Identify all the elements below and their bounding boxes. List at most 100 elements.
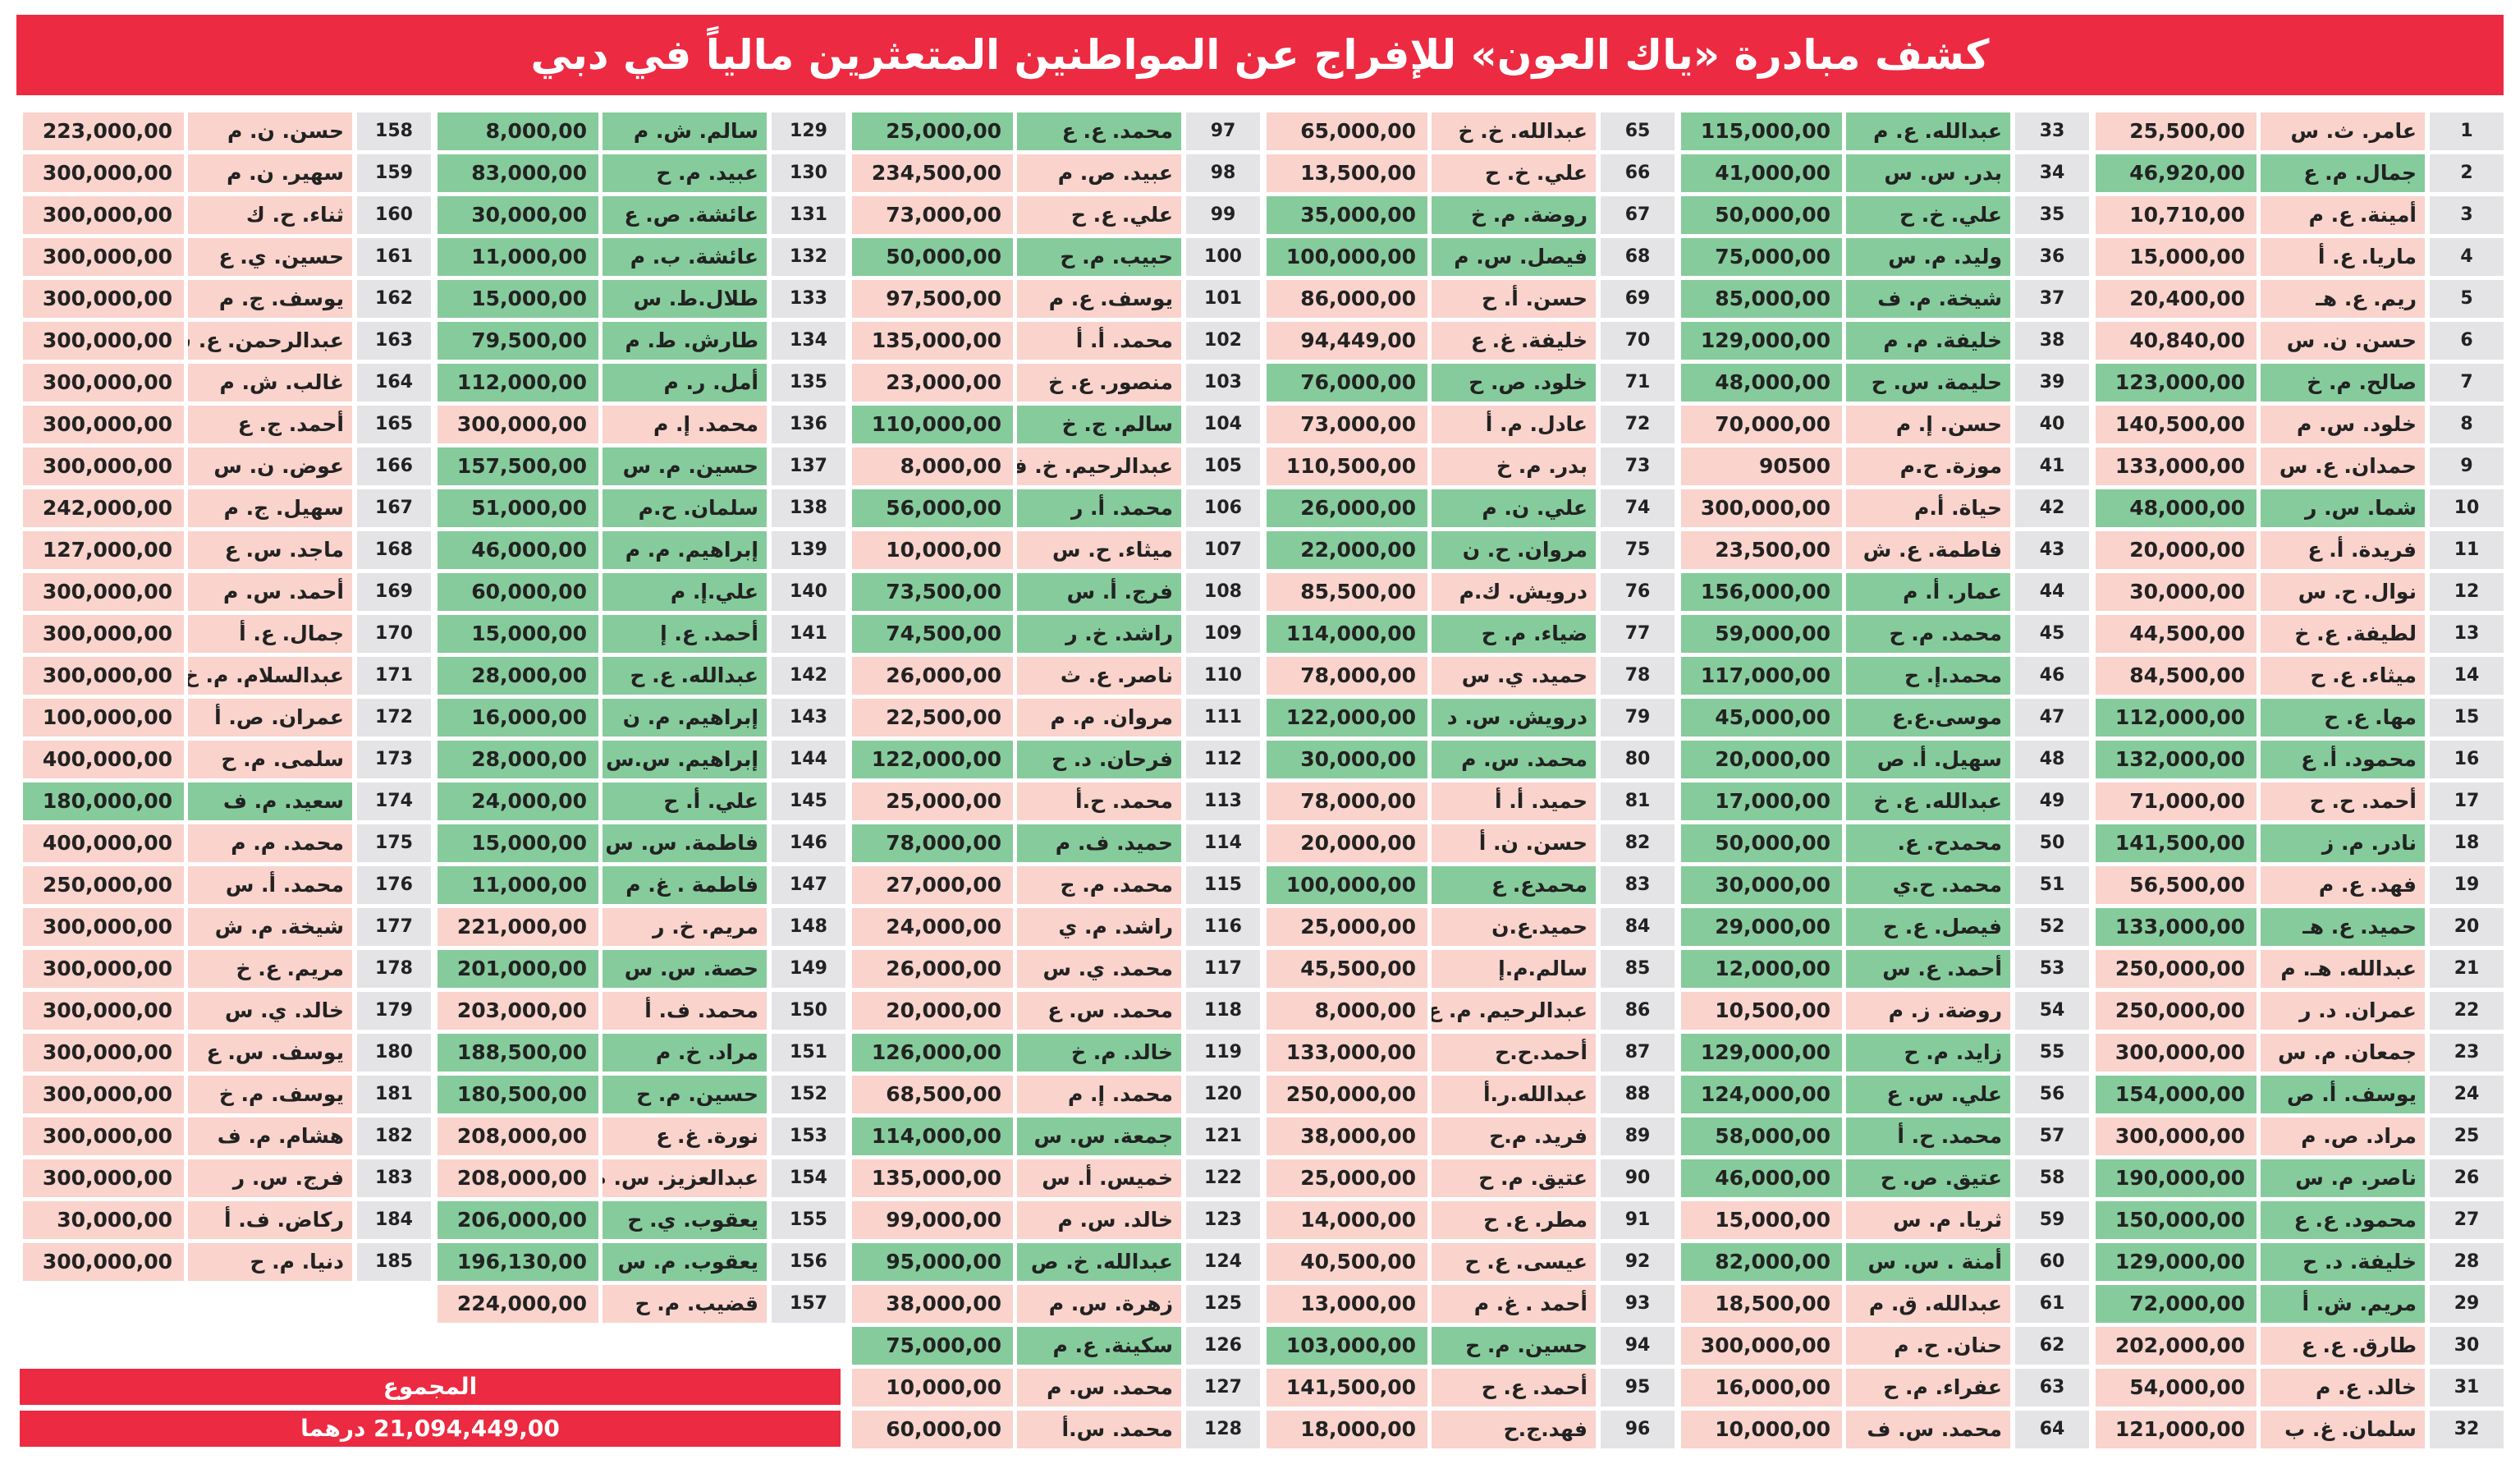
row-name: ثريا. م. س bbox=[1846, 1201, 2010, 1239]
row-number: 49 bbox=[2015, 782, 2089, 820]
row-name: حياة. أ.م bbox=[1846, 489, 2010, 527]
row-amount: 300,000,00 bbox=[23, 657, 184, 695]
row-name: فريدة. أ. ع bbox=[2261, 531, 2425, 569]
row-name: عمران. ص. أ bbox=[188, 699, 352, 737]
row-number: 183 bbox=[357, 1159, 431, 1197]
row-number: 2 bbox=[2430, 154, 2504, 192]
row-amount: 135,000,00 bbox=[852, 322, 1013, 360]
row-amount: 300,000,00 bbox=[438, 406, 598, 443]
row-number: 101 bbox=[1186, 280, 1260, 318]
row-number: 86 bbox=[1601, 992, 1675, 1030]
row-amount: 50,000,00 bbox=[1681, 824, 1842, 862]
row-number: 112 bbox=[1186, 741, 1260, 778]
row-amount: 76,000,00 bbox=[1267, 364, 1427, 402]
row-number: 78 bbox=[1601, 657, 1675, 695]
row-number: 135 bbox=[772, 364, 845, 402]
row-name: أحمد . غ. م bbox=[1432, 1285, 1596, 1323]
row-name: محمد. أ. س bbox=[188, 866, 352, 904]
row-amount: 15,000,00 bbox=[1681, 1201, 1842, 1239]
row-name: مريم. خ. ر bbox=[603, 908, 767, 946]
row-name: علي. أ. ح bbox=[603, 782, 767, 820]
row-name: جمعان. م. س bbox=[2261, 1034, 2425, 1072]
row-amount: 300,000,00 bbox=[23, 615, 184, 653]
row-name: عبدالسلام. م. خ bbox=[188, 657, 352, 695]
row-amount: 300,000,00 bbox=[23, 447, 184, 485]
row-number: 153 bbox=[772, 1118, 845, 1155]
row-amount: 103,000,00 bbox=[1267, 1327, 1427, 1365]
row-amount: 300,000,00 bbox=[1681, 1327, 1842, 1365]
row-number: 111 bbox=[1186, 699, 1260, 737]
row-amount: 73,000,00 bbox=[1267, 406, 1427, 443]
row-amount: 26,000,00 bbox=[852, 657, 1013, 695]
row-amount: 30,000,00 bbox=[2096, 573, 2257, 611]
row-name: غالب. ش. م bbox=[188, 364, 352, 402]
row-number: 159 bbox=[357, 154, 431, 192]
row-name: علي. ن. م bbox=[1432, 489, 1596, 527]
row-name: فهد.ج.ح bbox=[1432, 1411, 1596, 1448]
row-number: 150 bbox=[772, 992, 845, 1030]
row-name: ناصر. م. س bbox=[2261, 1159, 2425, 1197]
row-amount: 85,500,00 bbox=[1267, 573, 1427, 611]
row-amount: 45,000,00 bbox=[1681, 699, 1842, 737]
row-amount: 28,000,00 bbox=[438, 741, 598, 778]
row-amount: 100,000,00 bbox=[23, 699, 184, 737]
row-number: 140 bbox=[772, 573, 845, 611]
row-number: 149 bbox=[772, 950, 845, 988]
row-name: سلمان. ح.م bbox=[603, 489, 767, 527]
row-name: مطر. ع. ح bbox=[1432, 1201, 1596, 1239]
row-number: 130 bbox=[772, 154, 845, 192]
row-name: يوسف. ج. م bbox=[188, 280, 352, 318]
row-name: شيخة. م. ف bbox=[1846, 280, 2010, 318]
row-number: 143 bbox=[772, 699, 845, 737]
row-number: 179 bbox=[357, 992, 431, 1030]
row-amount: 15,000,00 bbox=[438, 824, 598, 862]
row-number: 17 bbox=[2430, 782, 2504, 820]
row-amount: 46,920,00 bbox=[2096, 154, 2257, 192]
row-name: حمدان. ع. س bbox=[2261, 447, 2425, 485]
row-amount: 300,000,00 bbox=[23, 322, 184, 360]
row-number: 161 bbox=[357, 238, 431, 276]
row-number: 52 bbox=[2015, 908, 2089, 946]
row-number: 116 bbox=[1186, 908, 1260, 946]
row-amount: 188,500,00 bbox=[438, 1034, 598, 1072]
row-name: خليفة. د. ح bbox=[2261, 1243, 2425, 1281]
row-name: نورة. غ. ع bbox=[603, 1118, 767, 1155]
row-amount: 300,000,00 bbox=[23, 908, 184, 946]
row-name: حسن. ن. أ bbox=[1432, 824, 1596, 862]
row-number: 23 bbox=[2430, 1034, 2504, 1072]
row-number: 63 bbox=[2015, 1369, 2089, 1407]
row-amount: 300,000,00 bbox=[23, 364, 184, 402]
row-amount: 203,000,00 bbox=[438, 992, 598, 1030]
row-number: 124 bbox=[1186, 1243, 1260, 1281]
row-name: فريد. م.ح bbox=[1432, 1118, 1596, 1155]
title-bar: كشف مبادرة «ياك العون» للإفراج عن المواط… bbox=[16, 15, 2504, 95]
row-number: 182 bbox=[357, 1118, 431, 1155]
row-name: أمنة . س. س bbox=[1846, 1243, 2010, 1281]
row-name: محمود. ع. ع bbox=[2261, 1201, 2425, 1239]
row-amount: 56,000,00 bbox=[852, 489, 1013, 527]
row-number: 147 bbox=[772, 866, 845, 904]
row-number: 123 bbox=[1186, 1201, 1260, 1239]
row-name: أحمد. س. م bbox=[188, 573, 352, 611]
row-amount: 35,000,00 bbox=[1267, 196, 1427, 234]
row-name: محمود. أ. ع bbox=[2261, 741, 2425, 778]
row-name: حميد. ي. س bbox=[1432, 657, 1596, 695]
row-number: 108 bbox=[1186, 573, 1260, 611]
row-name: مروان. ح. ن bbox=[1432, 531, 1596, 569]
row-amount: 11,000,00 bbox=[438, 238, 598, 276]
row-name: أحمد. ع. ح bbox=[1432, 1369, 1596, 1407]
row-name: طارق. ع. ع bbox=[2261, 1327, 2425, 1365]
row-number: 160 bbox=[357, 196, 431, 234]
row-name: دنيا. م. ح bbox=[188, 1243, 352, 1281]
row-amount: 25,000,00 bbox=[852, 782, 1013, 820]
row-number: 18 bbox=[2430, 824, 2504, 862]
row-number: 45 bbox=[2015, 615, 2089, 653]
row-number: 165 bbox=[357, 406, 431, 443]
row-name: عوض. ن. س bbox=[188, 447, 352, 485]
row-name: محمد. ع. ع bbox=[1017, 112, 1181, 150]
row-amount: 72,000,00 bbox=[2096, 1285, 2257, 1323]
row-name: علي. ع. ح bbox=[1017, 196, 1181, 234]
row-name: عبدالرحيم. خ. ف bbox=[1017, 447, 1181, 485]
row-number: 66 bbox=[1601, 154, 1675, 192]
row-number: 141 bbox=[772, 615, 845, 653]
